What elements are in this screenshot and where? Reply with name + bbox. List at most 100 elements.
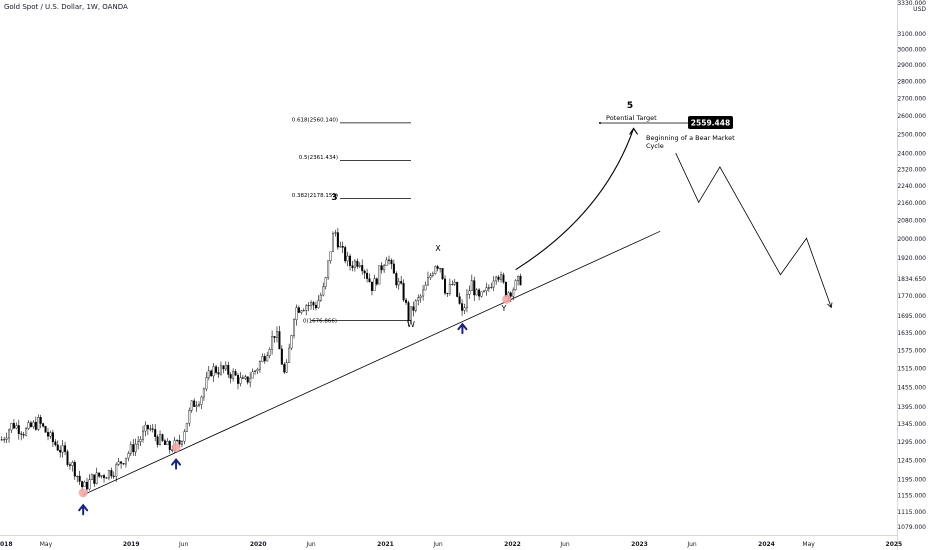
candle-body bbox=[219, 365, 222, 375]
candle-body bbox=[188, 410, 191, 424]
candle-body bbox=[370, 281, 373, 291]
candle-body bbox=[76, 475, 79, 477]
price-tick-label: 3100.000 bbox=[897, 31, 926, 38]
candle-body bbox=[234, 371, 237, 376]
candle-body bbox=[90, 474, 93, 480]
up-arrow-icon bbox=[78, 503, 89, 516]
candle-body bbox=[429, 275, 432, 278]
candle-body bbox=[244, 376, 247, 379]
price-tick-label: 1455.000 bbox=[897, 384, 926, 391]
candle-body bbox=[149, 428, 152, 430]
candle-body bbox=[261, 356, 264, 362]
price-tick-label: 2700.000 bbox=[897, 96, 926, 103]
candle-body bbox=[305, 305, 308, 311]
candle-body bbox=[504, 281, 507, 297]
candle-body bbox=[314, 304, 317, 309]
candle-body bbox=[302, 310, 305, 312]
candle-body bbox=[295, 307, 298, 321]
candle-body bbox=[444, 278, 447, 294]
price-tick-label: 1635.000 bbox=[897, 330, 926, 337]
candle-body bbox=[495, 276, 498, 282]
support-touch-marker bbox=[502, 294, 512, 304]
candle-body bbox=[17, 425, 20, 434]
fib-label: 0.5(2361.434) bbox=[299, 155, 338, 161]
candle-body bbox=[27, 422, 30, 429]
candle-body bbox=[120, 461, 123, 464]
last-price-label: 1834.650 bbox=[897, 276, 926, 283]
wave-5-label: 5 bbox=[627, 101, 633, 111]
candle-body bbox=[487, 287, 490, 289]
candle-body bbox=[490, 286, 493, 288]
candle-body bbox=[183, 431, 186, 442]
candle-body bbox=[412, 306, 415, 311]
candle-body bbox=[93, 474, 96, 484]
candle-body bbox=[161, 434, 164, 441]
candle-body bbox=[29, 422, 32, 427]
candle-body bbox=[132, 444, 135, 453]
candle-body bbox=[322, 286, 325, 296]
candle-body bbox=[336, 232, 339, 248]
w-point-label: W bbox=[407, 320, 415, 329]
candle-body bbox=[448, 284, 451, 294]
candle-body bbox=[61, 445, 64, 453]
time-tick-label: Jun bbox=[305, 541, 316, 548]
candle-body bbox=[66, 451, 69, 465]
arrow-head-icon bbox=[629, 127, 639, 135]
candle-body bbox=[232, 371, 235, 379]
candle-body bbox=[378, 265, 381, 285]
time-tick-label: May bbox=[40, 541, 53, 548]
price-tick-label: 1920.000 bbox=[897, 255, 926, 262]
candle-body bbox=[251, 371, 254, 379]
candle-body bbox=[146, 424, 149, 430]
candle-body bbox=[356, 260, 359, 267]
candle-body bbox=[139, 439, 142, 442]
candle-body bbox=[51, 432, 54, 443]
candle-body bbox=[112, 475, 115, 477]
candle-body bbox=[502, 274, 505, 283]
candle-body bbox=[168, 441, 171, 450]
price-tick-label: 1195.000 bbox=[897, 476, 926, 483]
candle-body bbox=[12, 422, 15, 429]
trendline bbox=[82, 230, 661, 496]
candle-body bbox=[222, 365, 225, 370]
fib-base-label: 0(1676.866) bbox=[303, 319, 337, 325]
candle-body bbox=[273, 336, 276, 338]
candle-body bbox=[88, 479, 91, 490]
candle-body bbox=[178, 439, 181, 445]
candle-body bbox=[285, 362, 288, 373]
candle-body bbox=[37, 417, 40, 430]
price-tick-label: 2320.000 bbox=[897, 166, 926, 173]
candle-body bbox=[461, 303, 464, 311]
candle-body bbox=[426, 277, 429, 286]
candle-body bbox=[246, 376, 249, 383]
candle-body bbox=[205, 377, 208, 390]
candle-body bbox=[468, 290, 471, 295]
candle-body bbox=[105, 477, 108, 479]
candle-body bbox=[397, 281, 400, 286]
candle-body bbox=[239, 377, 242, 384]
candle-body bbox=[451, 284, 454, 286]
candle-body bbox=[254, 370, 257, 372]
candle-body bbox=[0, 439, 3, 441]
candle-body bbox=[414, 300, 417, 311]
candle-body bbox=[519, 275, 522, 286]
time-tick-label: Jun bbox=[178, 541, 189, 548]
candle-body bbox=[117, 461, 120, 465]
candle-body bbox=[385, 259, 388, 266]
price-tick-label: 2240.000 bbox=[897, 183, 926, 190]
candle-body bbox=[207, 370, 210, 378]
currency-label: USD bbox=[913, 6, 926, 13]
candle-body bbox=[390, 260, 393, 265]
support-touch-marker bbox=[78, 488, 88, 498]
price-tick-label: 1155.000 bbox=[897, 492, 926, 499]
candle-body bbox=[176, 439, 179, 441]
candle-body bbox=[480, 291, 483, 297]
candle-body bbox=[271, 336, 274, 350]
candle-body bbox=[103, 475, 106, 479]
candle-body bbox=[424, 284, 427, 291]
candle-body bbox=[268, 349, 271, 356]
candle-body bbox=[409, 306, 412, 321]
candle-body bbox=[98, 472, 101, 477]
candle-body bbox=[439, 268, 442, 270]
